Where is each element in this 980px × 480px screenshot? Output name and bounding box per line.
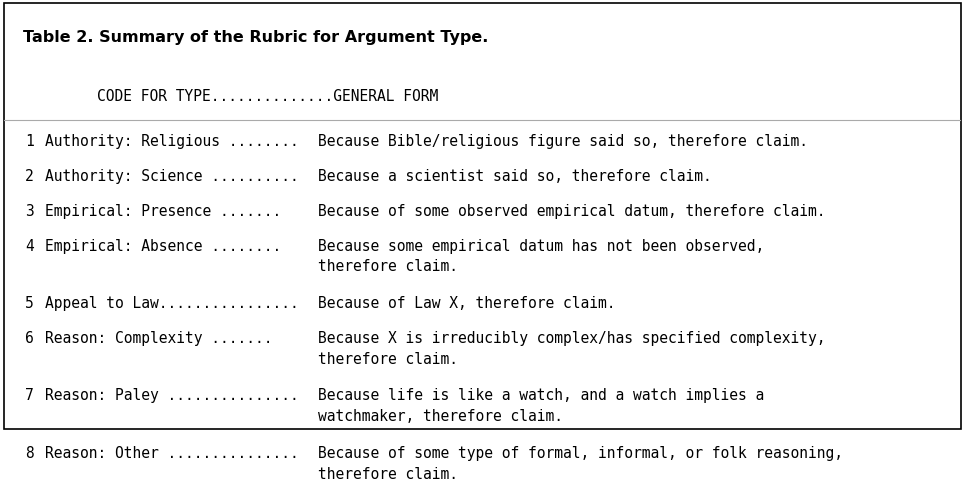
Text: therefore claim.: therefore claim. xyxy=(318,259,458,274)
Text: therefore claim.: therefore claim. xyxy=(318,351,458,366)
Text: Appeal to Law................: Appeal to Law................ xyxy=(45,295,299,311)
Text: Authority: Religious ........: Authority: Religious ........ xyxy=(45,133,299,149)
Text: Because of some type of formal, informal, or folk reasoning,: Because of some type of formal, informal… xyxy=(318,445,843,460)
Text: 6: 6 xyxy=(25,330,34,345)
Text: 7: 7 xyxy=(25,387,34,402)
Text: watchmaker, therefore claim.: watchmaker, therefore claim. xyxy=(318,408,564,423)
Text: Because X is irreducibly complex/has specified complexity,: Because X is irreducibly complex/has spe… xyxy=(318,330,825,345)
Text: Empirical: Presence .......: Empirical: Presence ....... xyxy=(45,203,281,218)
Text: Reason: Complexity .......: Reason: Complexity ....... xyxy=(45,330,272,345)
Text: Empirical: Absence ........: Empirical: Absence ........ xyxy=(45,238,281,253)
Text: Because life is like a watch, and a watch implies a: Because life is like a watch, and a watc… xyxy=(318,387,764,402)
Text: 3: 3 xyxy=(25,203,34,218)
Text: Reason: Paley ...............: Reason: Paley ............... xyxy=(45,387,299,402)
Text: 5: 5 xyxy=(25,295,34,311)
Text: Because of Law X, therefore claim.: Because of Law X, therefore claim. xyxy=(318,295,615,311)
Text: Authority: Science ..........: Authority: Science .......... xyxy=(45,168,299,183)
Text: 8: 8 xyxy=(25,445,34,460)
Text: 1: 1 xyxy=(25,133,34,149)
Text: Reason: Other ...............: Reason: Other ............... xyxy=(45,445,299,460)
Text: Because Bible/religious figure said so, therefore claim.: Because Bible/religious figure said so, … xyxy=(318,133,808,149)
Text: therefore claim.: therefore claim. xyxy=(318,466,458,480)
Text: Because a scientist said so, therefore claim.: Because a scientist said so, therefore c… xyxy=(318,168,711,183)
Text: Because of some observed empirical datum, therefore claim.: Because of some observed empirical datum… xyxy=(318,203,825,218)
Text: Table 2. Summary of the Rubric for Argument Type.: Table 2. Summary of the Rubric for Argum… xyxy=(24,30,489,45)
Text: 4: 4 xyxy=(25,238,34,253)
Text: Because some empirical datum has not been observed,: Because some empirical datum has not bee… xyxy=(318,238,764,253)
Text: 2: 2 xyxy=(25,168,34,183)
Text: CODE FOR TYPE..............GENERAL FORM: CODE FOR TYPE..............GENERAL FORM xyxy=(62,89,438,104)
